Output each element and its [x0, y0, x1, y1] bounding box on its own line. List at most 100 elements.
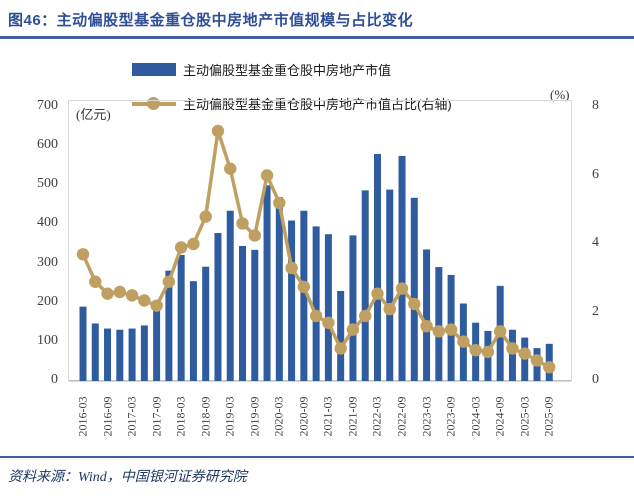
bar-2023-06 [435, 267, 443, 381]
left-axis-tick: 500 [37, 176, 58, 192]
title-divider [0, 36, 634, 39]
line-point-2018-12 [211, 124, 225, 138]
x-axis-tick: 2025-09 [541, 396, 556, 437]
x-axis-tick: 2016-09 [100, 396, 115, 437]
line-point-2025-09 [543, 361, 556, 374]
line-point-2022-03 [371, 287, 384, 300]
line-point-2018-06 [187, 237, 200, 251]
left-axis-tick: 600 [37, 137, 58, 153]
chart-canvas [69, 124, 571, 381]
x-axis-tick: 2022-09 [394, 396, 409, 437]
bar-2018-06 [189, 281, 197, 381]
bar-2019-09 [251, 249, 259, 381]
line-point-2021-06 [334, 342, 347, 355]
x-axis-tick: 2018-03 [173, 396, 188, 437]
x-axis-tick: 2025-03 [517, 396, 532, 437]
bar-2022-06 [386, 189, 394, 381]
line-point-2016-03 [76, 248, 90, 261]
bar-2020-03 [275, 197, 283, 381]
line-point-2021-03 [322, 316, 335, 329]
x-axis-tick: 2020-09 [296, 396, 311, 437]
plot-area [68, 100, 572, 382]
bar-2020-09 [300, 210, 308, 381]
bar-2020-06 [288, 220, 296, 381]
line-point-2021-12 [359, 309, 372, 323]
bar-2016-03 [79, 306, 87, 381]
bar-2018-03 [177, 254, 185, 381]
bar-2019-06 [239, 245, 247, 381]
bar-2017-06 [140, 325, 148, 381]
left-axis-tick: 300 [37, 254, 58, 270]
left-axis-unit: (亿元) [76, 107, 111, 122]
line-point-2016-12 [113, 285, 127, 299]
line-point-2024-03 [469, 343, 482, 357]
bar-2017-12 [165, 270, 173, 381]
line-point-2016-09 [101, 287, 114, 300]
line-point-2024-12 [506, 342, 519, 355]
x-axis-tick: 2018-09 [198, 396, 213, 437]
x-axis-tick: 2023-03 [419, 396, 434, 437]
bar-series-label: 主动偏股型基金重仓股中房地产市值 [183, 62, 392, 78]
left-axis-tick: 100 [37, 332, 58, 348]
line-point-2022-09 [395, 282, 409, 295]
bottom-divider [0, 456, 634, 458]
line-point-2018-03 [174, 241, 188, 254]
bar-2018-12 [214, 233, 222, 381]
line-point-2021-09 [346, 323, 360, 336]
right-axis-tick: 4 [592, 235, 599, 250]
source-note: 资料来源：Wind，中国银河证券研究院 [8, 470, 247, 485]
bar-2019-12 [263, 185, 271, 381]
x-axis-tick: 2022-03 [369, 396, 384, 437]
bar-2020-12 [312, 226, 320, 381]
line-point-2024-06 [481, 345, 495, 359]
line-point-2017-03 [125, 289, 139, 302]
x-axis-tick: 2024-09 [492, 396, 507, 437]
line-point-2017-09 [150, 299, 163, 312]
right-axis-tick: 6 [592, 166, 599, 182]
bar-2023-03 [423, 249, 431, 381]
legend-item-bar: 主动偏股型基金重仓股中房地产市值 [132, 58, 452, 80]
x-axis-tick: 2019-09 [247, 396, 262, 437]
bar-2019-03 [226, 210, 234, 381]
x-axis-tick: 2017-09 [149, 396, 164, 437]
bar-2022-09 [398, 155, 406, 381]
line-series-swatch [132, 96, 176, 110]
line-point-2019-03 [224, 162, 237, 175]
bar-2016-06 [91, 323, 99, 381]
left-axis-tick: 200 [37, 293, 58, 309]
line-point-2020-09 [297, 280, 311, 294]
bar-2021-06 [337, 290, 345, 381]
figure-title: 图46：主动偏股型基金重仓股中房地产市值规模与占比变化 [8, 12, 414, 29]
x-axis-tick: 2021-03 [320, 396, 335, 437]
right-axis-tick: 0 [592, 372, 599, 387]
x-axis-tick: 2021-09 [345, 396, 360, 437]
line-point-2024-09 [493, 325, 507, 338]
line-point-2017-06 [138, 294, 151, 307]
x-axis-tick: 2017-03 [124, 396, 139, 437]
bar-2021-12 [361, 190, 369, 381]
bar-2022-03 [373, 153, 381, 381]
x-axis-tick: 2019-03 [222, 396, 237, 437]
x-axis-tick: 2024-03 [468, 396, 483, 437]
line-point-2025-06 [530, 354, 544, 367]
line-point-2016-06 [89, 275, 102, 288]
bar-2021-09 [349, 235, 357, 381]
line-point-2020-06 [285, 261, 298, 275]
right-axis-tick: 2 [592, 303, 599, 319]
line-point-2017-12 [162, 275, 176, 288]
left-axis-tick: 700 [37, 98, 58, 113]
x-axis-tick: 2016-03 [75, 396, 90, 437]
line-point-2020-03 [273, 196, 286, 210]
right-axis-unit: (%) [550, 87, 570, 102]
line-point-2023-09 [444, 323, 458, 336]
bar-2022-12 [410, 197, 418, 381]
line-swatch-marker [147, 96, 160, 110]
bar-series-swatch [132, 62, 176, 76]
right-axis-tick: 8 [592, 98, 599, 113]
line-point-2022-12 [408, 297, 421, 311]
line-point-2023-12 [457, 335, 470, 348]
bar-2021-03 [324, 234, 332, 381]
line-point-2018-09 [199, 210, 212, 223]
bar-2017-09 [153, 302, 161, 381]
line-point-2020-12 [309, 309, 323, 323]
